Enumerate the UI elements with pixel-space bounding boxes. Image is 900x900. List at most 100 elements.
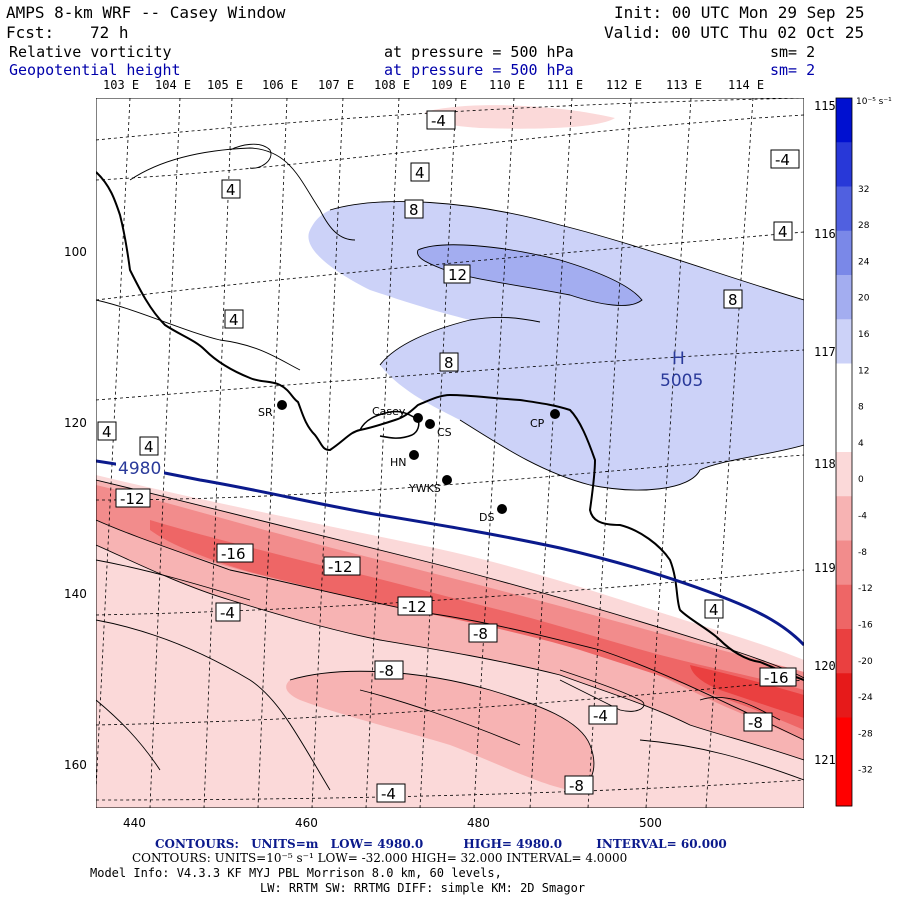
contour-label-box <box>704 599 724 619</box>
colorbar-block <box>836 673 852 718</box>
colorbar-tick-label: 16 <box>858 330 870 340</box>
colorbar-block <box>836 363 852 409</box>
model-physics: LW: RRTM SW: RRTMG DIFF: simple KM: 2D S… <box>260 881 586 895</box>
colorbar-block <box>836 629 852 674</box>
model-info: Model Info: V4.3.3 KF MYJ PBL Morrison 8… <box>90 866 502 880</box>
init-time: Init: 00 UTC Mon 29 Sep 25 <box>614 3 865 22</box>
contour-label-box <box>410 162 430 182</box>
colorbar-block <box>836 142 852 187</box>
colorbar-block <box>836 584 852 630</box>
high-pressure-letter: H <box>672 349 685 369</box>
contour-label-box <box>443 264 471 284</box>
station-dot[interactable] <box>497 504 507 514</box>
contour-label-box <box>221 179 241 199</box>
map-title: AMPS 8-km WRF -- Casey Window <box>6 3 286 22</box>
colorbar-blocks <box>836 98 852 807</box>
colorbar-tick-label: -12 <box>858 584 873 594</box>
contour-value-label: -8 <box>748 714 763 732</box>
top-lon-label: 108 E <box>374 78 411 92</box>
top-lon-label: 112 E <box>606 78 643 92</box>
contour-value-label: 4 <box>709 601 719 619</box>
gph-label-bg <box>116 458 164 476</box>
gph-units: UNITS=m <box>251 837 319 851</box>
contour-value-label: -12 <box>402 598 427 616</box>
top-lon-label: 109 E <box>431 78 468 92</box>
contour-label-box <box>743 712 773 732</box>
contour-value-label: -12 <box>328 558 353 576</box>
colorbar-tick-label: 4 <box>858 439 864 449</box>
contour-label-box <box>216 543 254 563</box>
forecast-label: Fcst: <box>6 23 55 42</box>
contour-label-box <box>215 602 241 622</box>
valid-time: Valid: 00 UTC Thu 02 Oct 25 <box>604 23 865 42</box>
top-lon-label: 104 E <box>155 78 192 92</box>
contour-value-label: 8 <box>728 291 738 309</box>
station-label: CS <box>437 426 452 439</box>
station-dot[interactable] <box>550 409 560 419</box>
contour-value-label: 4 <box>144 438 154 456</box>
y-tick-label: 120 <box>64 416 87 430</box>
contour-value-label: -4 <box>220 604 235 622</box>
colorbar-block <box>836 761 852 807</box>
contour-label-box <box>564 775 594 795</box>
top-lon-label: 113 E <box>666 78 703 92</box>
top-lon-label: 106 E <box>262 78 299 92</box>
colorbar-block <box>836 717 852 763</box>
station-dot[interactable] <box>442 475 452 485</box>
colorbar-block <box>836 98 852 143</box>
field2-level: at pressure = 500 hPa <box>384 61 574 79</box>
vorticity-fill-minus20 <box>690 665 804 718</box>
contour-label-box <box>723 289 743 309</box>
contour-value-label: 12 <box>448 266 467 284</box>
vorticity-fill-minus4-top <box>425 105 615 129</box>
top-lon-label: 114 E <box>728 78 765 92</box>
station-dot[interactable] <box>413 413 423 423</box>
colorbar-tick-label: 0 <box>858 475 864 485</box>
contour-label-box <box>397 596 433 616</box>
station-label: DS <box>479 511 494 524</box>
colorbar-tick-label: -32 <box>858 766 873 776</box>
gph-contour-label: 4980 <box>118 459 161 479</box>
contour-value-label: 4 <box>229 311 239 329</box>
high-pressure-value: 5005 <box>660 371 703 391</box>
colorbar-frame <box>835 97 853 807</box>
field1-smoothing: sm= 2 <box>770 43 816 61</box>
field1-level: at pressure = 500 hPa <box>384 43 574 61</box>
station-dot[interactable] <box>425 419 435 429</box>
y-tick-label: 140 <box>64 587 87 601</box>
contour-value-label: -12 <box>120 490 145 508</box>
colorbar-block <box>836 275 852 320</box>
contour-value-label: 8 <box>409 201 419 219</box>
station-label: CP <box>530 417 545 430</box>
vorticity-contours <box>96 143 804 791</box>
contour-label-box <box>224 309 244 329</box>
vorticity-fill-12 <box>417 244 642 306</box>
field2-name: Geopotential height <box>9 61 181 79</box>
contour-label-group: -4 4 4 -4 8 4 12 8 4 8 4 4 -12 -16 -12 -… <box>97 110 800 803</box>
top-lon-label: 103 E <box>103 78 140 92</box>
x-tick-label: 480 <box>467 816 490 830</box>
contour-label-box <box>376 783 406 803</box>
station-dot[interactable] <box>277 400 287 410</box>
colorbar-tick-label: 20 <box>858 294 870 304</box>
colorbar-block <box>836 496 852 541</box>
colorbar-tick-label: -20 <box>858 657 873 667</box>
colorbar-tick-label: -4 <box>858 512 867 522</box>
contour-label-box <box>759 667 797 687</box>
colorbar-tick-label: 12 <box>858 366 869 376</box>
colorbar-tick-label: -16 <box>858 620 873 630</box>
vorticity-map: H 5005 4980 -4 4 4 -4 8 4 12 8 4 8 4 4 -… <box>96 98 804 808</box>
contour-label-box <box>468 623 498 643</box>
contour-value-label: -8 <box>569 777 584 795</box>
contour-value-label: -4 <box>593 707 608 725</box>
station-dot[interactable] <box>409 450 419 460</box>
x-tick-label: 500 <box>639 816 662 830</box>
colorbar-tick-label: 32 <box>858 185 869 195</box>
contour-label-box <box>323 556 361 576</box>
contour-value-label: -4 <box>775 151 790 169</box>
colorbar-tick-label: -24 <box>858 693 873 703</box>
contour-label-box <box>439 352 459 372</box>
colorbar-labels: 32 28 24 20 16 12 8 4 0 -4 -8 -12 -16 -20 -24 -28 -32 <box>858 185 873 776</box>
contour-value-label: -16 <box>764 669 789 687</box>
contour-label-box <box>115 488 151 508</box>
